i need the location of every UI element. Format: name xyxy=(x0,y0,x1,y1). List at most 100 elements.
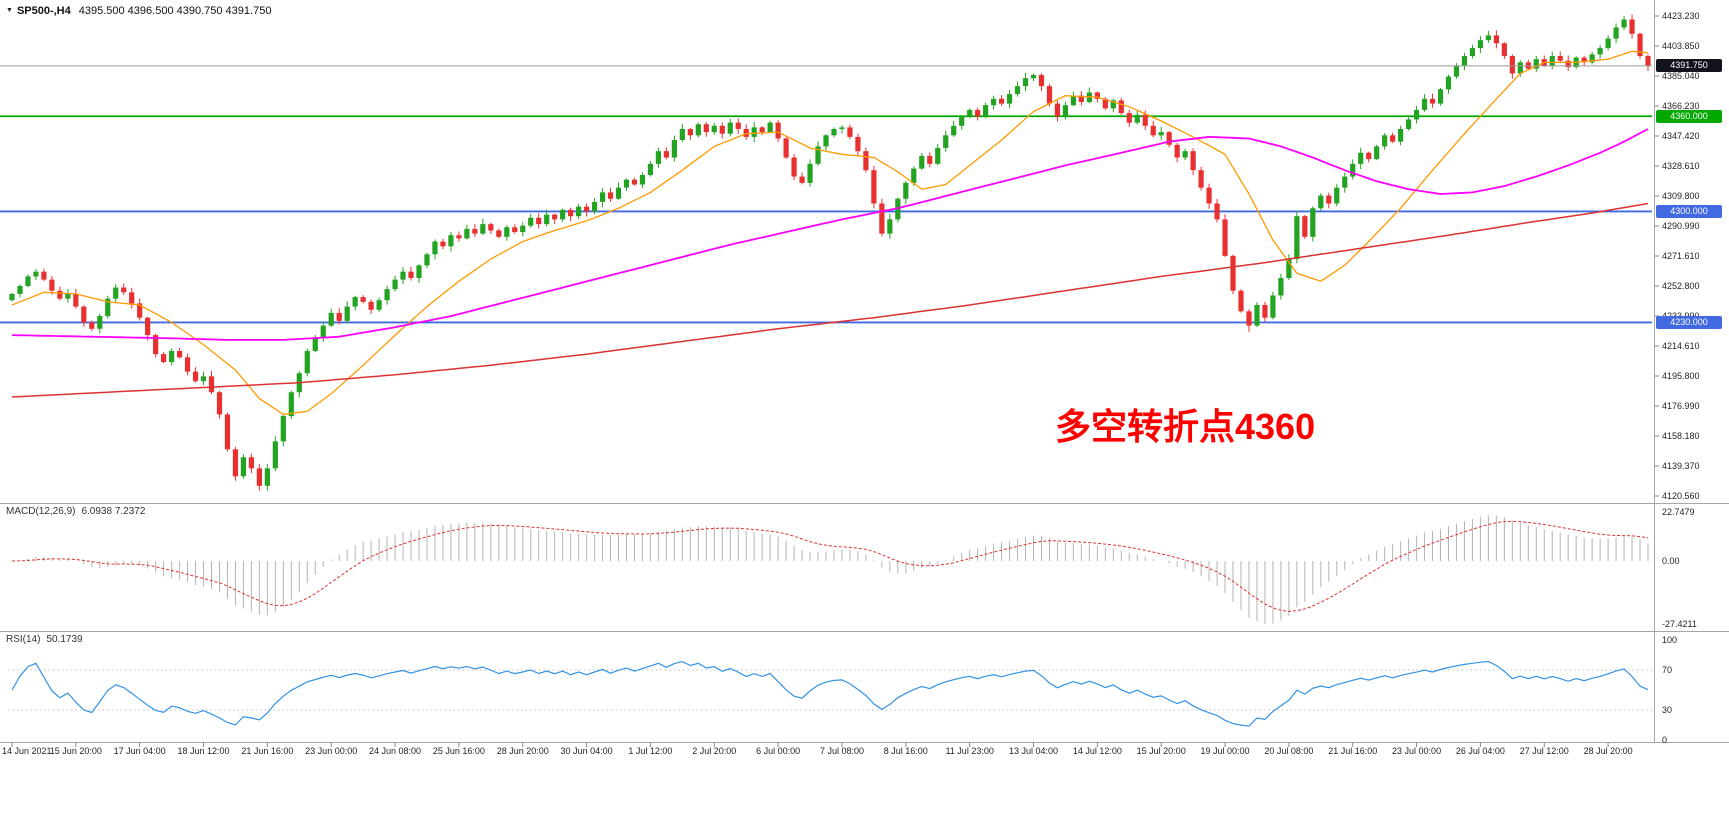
candle-body xyxy=(1134,114,1140,123)
candle-body xyxy=(105,298,111,317)
candle-body xyxy=(352,297,358,307)
candle-body xyxy=(1437,89,1444,104)
time-label: 21 Jul 16:00 xyxy=(1328,746,1378,756)
candle-body xyxy=(1238,290,1244,312)
candle-body xyxy=(256,468,262,486)
candle-body xyxy=(711,125,717,133)
symbol-dropdown-icon: ▼ xyxy=(6,7,13,14)
candle-body xyxy=(1390,135,1396,142)
time-label: 11 Jul 23:00 xyxy=(945,746,994,756)
price-tick-label: 4176.990 xyxy=(1662,401,1700,411)
macd-tick-label: -27.4211 xyxy=(1662,619,1697,629)
candle-body xyxy=(560,209,566,220)
candle-body xyxy=(89,322,95,329)
candle-body xyxy=(839,127,845,129)
candle-body xyxy=(631,179,638,185)
candle-body xyxy=(767,122,773,133)
candle-body xyxy=(392,279,398,290)
candle-body xyxy=(25,276,31,286)
candle-body xyxy=(464,228,470,239)
candle-body xyxy=(184,357,191,372)
ma-fast-line xyxy=(11,50,1649,416)
candle-body xyxy=(1110,100,1116,109)
candle-body xyxy=(1413,109,1420,120)
candle-body xyxy=(1174,144,1180,158)
price-tick-label: 4271.610 xyxy=(1662,251,1700,261)
candle-body xyxy=(1645,56,1651,66)
candle-body xyxy=(863,151,869,171)
candle-body xyxy=(544,214,550,225)
candle-body xyxy=(1342,176,1348,188)
candle-body xyxy=(847,127,853,137)
rsi-tick-label: 0 xyxy=(1662,735,1668,745)
candle-body xyxy=(456,235,462,239)
candle-body xyxy=(1254,304,1260,326)
candle-body xyxy=(65,293,71,299)
candle-body xyxy=(49,279,55,291)
candle-body xyxy=(145,317,151,336)
candle-body xyxy=(679,128,685,141)
rsi-panel-label: RSI(14) 50.1739 xyxy=(6,634,83,645)
candle-body xyxy=(440,241,446,247)
candle-body xyxy=(1358,152,1364,164)
candle-body xyxy=(639,174,646,185)
candle-body xyxy=(97,316,103,329)
candle-body xyxy=(823,135,829,147)
candle-body xyxy=(360,297,366,302)
time-label: 21 Jun 16:00 xyxy=(241,746,294,756)
time-label: 6 Jul 00:00 xyxy=(756,746,801,756)
candle-body xyxy=(416,265,422,279)
candle-body xyxy=(240,457,247,477)
time-label: 28 Jul 20:00 xyxy=(1583,746,1633,756)
macd-tick-label: 22.7479 xyxy=(1662,507,1695,517)
candle-body xyxy=(1629,19,1635,34)
candle-body xyxy=(33,271,39,277)
candle-body xyxy=(967,109,973,117)
candle-body xyxy=(1334,187,1340,204)
chart-header: ▼ SP500-,H4 4395.500 4396.500 4390.750 439… xyxy=(6,5,271,17)
candle-body xyxy=(1150,125,1156,136)
candle-body xyxy=(959,116,965,126)
time-label: 28 Jun 20:00 xyxy=(496,746,549,756)
candle-body xyxy=(1565,60,1571,68)
time-label: 14 Jul 12:00 xyxy=(1072,746,1122,756)
candle-body xyxy=(1453,65,1460,77)
candle-body xyxy=(232,449,239,477)
rsi-line xyxy=(11,660,1649,727)
candle-body xyxy=(871,170,877,204)
price-tick-label: 4290.990 xyxy=(1662,221,1700,231)
candle-body xyxy=(73,293,79,307)
candle-body xyxy=(512,227,518,233)
candle-body xyxy=(304,350,310,374)
price-tick-label: 4385.040 xyxy=(1662,71,1700,81)
candle-body xyxy=(1589,54,1595,63)
candle-body xyxy=(1613,27,1619,39)
candle-body xyxy=(1597,48,1603,55)
annotation-text[interactable]: 多空转折点4360 xyxy=(1055,406,1316,447)
candle-body xyxy=(344,306,350,321)
candle-body xyxy=(1605,38,1611,49)
candle-body xyxy=(384,289,390,301)
candle-body xyxy=(1517,62,1523,74)
candle-body xyxy=(376,300,382,310)
candle-body xyxy=(1014,86,1021,95)
candle-body xyxy=(1374,146,1380,160)
candle-body xyxy=(1621,19,1627,28)
candle-body xyxy=(975,109,981,117)
candle-body xyxy=(1421,98,1428,110)
candle-body xyxy=(1038,75,1045,87)
candle-body xyxy=(695,124,701,136)
candle-body xyxy=(1382,135,1388,147)
time-label: 23 Jun 00:00 xyxy=(305,746,358,756)
candle-body xyxy=(1206,187,1212,204)
candle-body xyxy=(400,271,406,280)
candle-body xyxy=(751,127,757,137)
candle-body xyxy=(775,122,781,139)
price-tick-label: 4366.230 xyxy=(1662,101,1700,111)
candle-body xyxy=(424,254,430,266)
candle-body xyxy=(623,179,630,188)
candle-body xyxy=(224,414,231,450)
candle-body xyxy=(1469,48,1476,57)
candle-body xyxy=(799,176,805,183)
